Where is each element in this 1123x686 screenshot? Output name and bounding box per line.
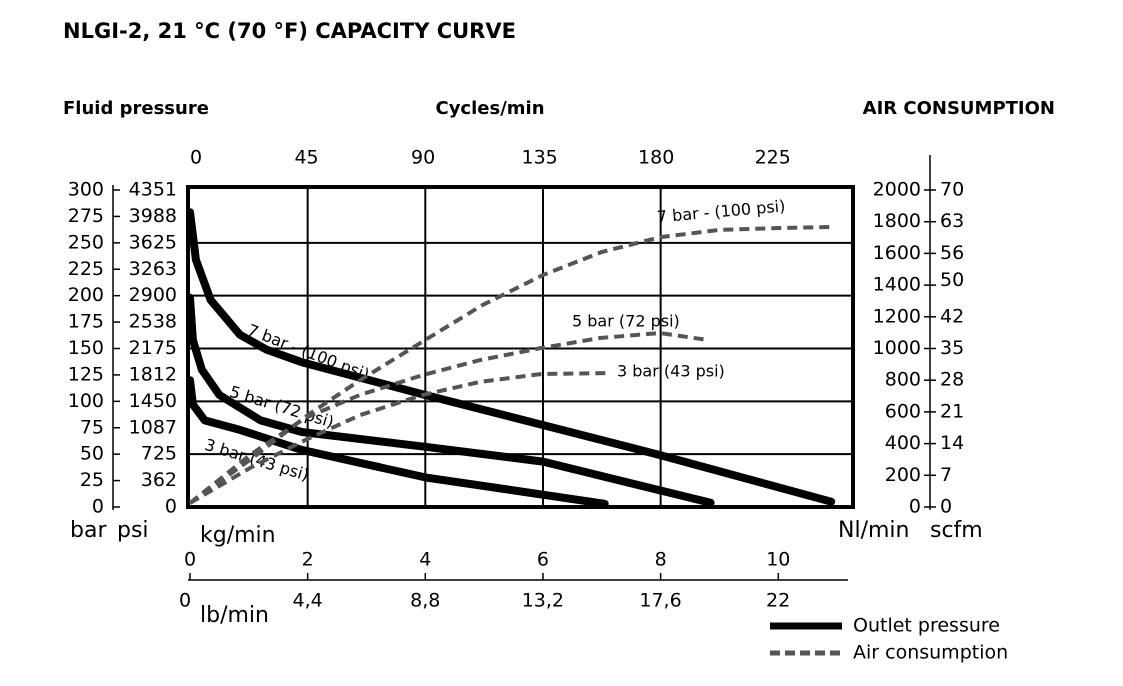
- y2-tick-label: 2000: [873, 179, 921, 201]
- y2-tick-label: 800: [885, 369, 921, 391]
- y-tick-label: 150: [68, 337, 104, 359]
- y-tick-label: 175: [68, 311, 104, 333]
- psi-tick-label: 2538: [129, 311, 177, 333]
- lb-tick-label: 17,6: [639, 590, 681, 612]
- lb-tick-label: 4,4: [293, 590, 323, 612]
- lb-axis-label: lb/min: [200, 603, 269, 628]
- x-tick-label: 0: [184, 549, 196, 571]
- scfm-tick-label: 63: [940, 210, 964, 232]
- y-tick-label: 0: [92, 496, 104, 518]
- scfm-tick-label: 0: [940, 496, 952, 518]
- scfm-tick-label: 14: [940, 432, 964, 454]
- y-tick-label: 250: [68, 231, 104, 253]
- x-tick-label: 2: [302, 549, 314, 571]
- psi-tick-label: 1087: [129, 416, 177, 438]
- cycles-tick-label: 45: [294, 147, 318, 169]
- scfm-tick-label: 28: [940, 369, 964, 391]
- psi-tick-label: 3625: [129, 231, 177, 253]
- left-axis-title: Fluid pressure: [63, 98, 209, 119]
- psi-tick-label: 3988: [129, 205, 177, 227]
- x-tick-label: 4: [419, 549, 431, 571]
- series-label: 3 bar (43 psi): [617, 362, 725, 381]
- scfm-tick-label: 70: [940, 179, 964, 201]
- scfm-tick-label: 21: [940, 400, 964, 422]
- y-tick-label: 100: [68, 390, 104, 412]
- scfm-tick-label: 50: [940, 269, 964, 291]
- psi-tick-label: 725: [141, 443, 177, 465]
- scfm-tick-label: 35: [940, 337, 964, 359]
- lb-tick-label: 22: [766, 590, 790, 612]
- series-label: 3 bar (43 psi): [203, 435, 312, 485]
- y-tick-label: 125: [68, 363, 104, 385]
- y-tick-label: 50: [80, 443, 104, 465]
- y2-tick-label: 1400: [873, 274, 921, 296]
- y-tick-label: 300: [68, 179, 104, 201]
- lb-tick-label: 13,2: [522, 590, 564, 612]
- scfm-axis-label: scfm: [930, 518, 983, 543]
- scfm-tick-label: 7: [940, 464, 952, 486]
- outlet-pressure-line: [186, 376, 609, 508]
- psi-axis-label: psi: [117, 518, 149, 543]
- top-axis-title: Cycles/min: [435, 98, 544, 119]
- cycles-tick-label: 90: [411, 147, 435, 169]
- y2-tick-label: 1800: [873, 210, 921, 232]
- psi-tick-label: 2175: [129, 337, 177, 359]
- scfm-tick-label: 42: [940, 305, 964, 327]
- legend-label: Outlet pressure: [853, 615, 1000, 637]
- y-tick-label: 275: [68, 205, 104, 227]
- psi-tick-label: 4351: [129, 179, 177, 201]
- psi-tick-label: 1812: [129, 363, 177, 385]
- x-axis-label: kg/min: [200, 523, 276, 548]
- outlet-pressure-line: [186, 208, 836, 506]
- right-axis-title: AIR CONSUMPTION: [863, 98, 1055, 119]
- cycles-tick-label: 0: [190, 147, 202, 169]
- y2-tick-label: 1600: [873, 242, 921, 264]
- x-tick-label: 8: [655, 549, 667, 571]
- nl-axis-label: Nl/min: [838, 518, 909, 543]
- y-tick-label: 225: [68, 258, 104, 280]
- y2-tick-label: 400: [885, 432, 921, 454]
- y2-tick-label: 1200: [873, 305, 921, 327]
- y-tick-label: 75: [80, 416, 104, 438]
- bar-axis-label: bar: [70, 518, 107, 543]
- psi-tick-label: 2900: [129, 284, 177, 306]
- y-tick-label: 200: [68, 284, 104, 306]
- cycles-tick-label: 180: [638, 147, 674, 169]
- scfm-tick-label: 56: [940, 242, 964, 264]
- lb-tick-label: 0: [179, 590, 191, 612]
- legend-label: Air consumption: [853, 642, 1008, 664]
- x-tick-label: 10: [766, 549, 790, 571]
- psi-tick-label: 3263: [129, 258, 177, 280]
- lb-tick-label: 8,8: [410, 590, 440, 612]
- y2-tick-label: 1000: [873, 337, 921, 359]
- y-tick-label: 25: [80, 469, 104, 491]
- air-consumption-line: [188, 371, 608, 505]
- psi-tick-label: 362: [141, 469, 177, 491]
- y2-tick-label: 600: [885, 400, 921, 422]
- cycles-tick-label: 225: [755, 147, 791, 169]
- psi-tick-label: 0: [165, 496, 177, 518]
- plot-frame: [186, 185, 855, 509]
- chart-title: NLGI-2, 21 °C (70 °F) CAPACITY CURVE: [63, 19, 516, 43]
- y2-tick-label: 200: [885, 464, 921, 486]
- outlet-pressure-line: [186, 293, 715, 507]
- series-label: 7 bar - (100 psi): [656, 196, 786, 226]
- x-tick-label: 6: [537, 549, 549, 571]
- y2-tick-label: 0: [909, 496, 921, 518]
- psi-tick-label: 1450: [129, 390, 177, 412]
- series-label: 5 bar (72 psi): [572, 312, 680, 331]
- cycles-tick-label: 135: [521, 147, 557, 169]
